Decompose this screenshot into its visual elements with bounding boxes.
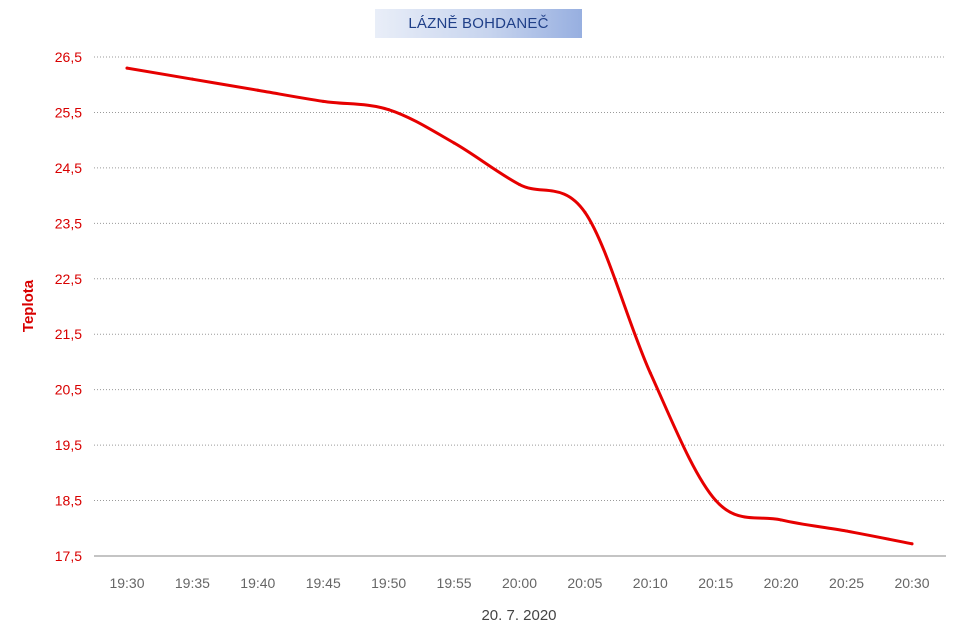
data-point	[518, 183, 521, 187]
x-tick-label: 19:30	[109, 575, 144, 591]
data-point	[321, 99, 325, 103]
x-tick-label: 20:25	[829, 575, 864, 591]
y-tick-label: 18,5	[55, 493, 82, 509]
data-point	[714, 499, 718, 503]
x-tick-label: 20:20	[764, 575, 799, 591]
x-axis-label: 20. 7. 2020	[481, 607, 556, 624]
data-point	[387, 108, 391, 112]
data-point	[779, 518, 783, 522]
data-point	[256, 88, 260, 92]
y-axis-ticks: 26,5 25,5 24,5 23,5 22,5 21,5 20,5 19,5 18,5 17,5	[55, 49, 82, 564]
x-tick-label: 19:40	[240, 575, 275, 591]
x-tick-label: 20:00	[502, 575, 537, 591]
series-line-0	[125, 66, 914, 546]
y-tick-label: 26,5	[55, 49, 82, 65]
y-axis-label: Teplota	[20, 279, 37, 332]
y-tick-label: 19,5	[55, 437, 82, 453]
data-point	[648, 371, 652, 375]
x-tick-label: 19:35	[175, 575, 210, 591]
x-tick-label: 19:55	[437, 575, 472, 591]
x-tick-label: 20:05	[567, 575, 602, 591]
x-tick-label: 19:50	[371, 575, 406, 591]
y-tick-label: 21,5	[55, 326, 82, 342]
data-point	[845, 529, 849, 533]
data-point	[125, 66, 129, 70]
x-tick-label: 20:10	[633, 575, 668, 591]
y-tick-label: 24,5	[55, 160, 82, 176]
y-tick-label: 17,5	[55, 548, 82, 564]
x-axis-ticks: 19:30 19:35 19:40 19:45 19:50 19:55 20:00 20:05…	[109, 575, 929, 591]
data-point	[190, 77, 194, 81]
data-point	[910, 542, 914, 546]
data-point	[583, 210, 587, 214]
data-point	[452, 141, 456, 145]
chart-title: LÁZNĚ BOHDANEČ	[375, 9, 582, 38]
series-layer	[125, 66, 914, 546]
y-tick-label: 20,5	[55, 382, 82, 398]
y-tick-label: 22,5	[55, 271, 82, 287]
x-tick-label: 20:30	[894, 575, 929, 591]
x-tick-label: 19:45	[306, 575, 341, 591]
x-tick-label: 20:15	[698, 575, 733, 591]
grid-lines	[94, 56, 946, 557]
y-tick-label: 23,5	[55, 215, 82, 231]
y-tick-label: 25,5	[55, 104, 82, 120]
